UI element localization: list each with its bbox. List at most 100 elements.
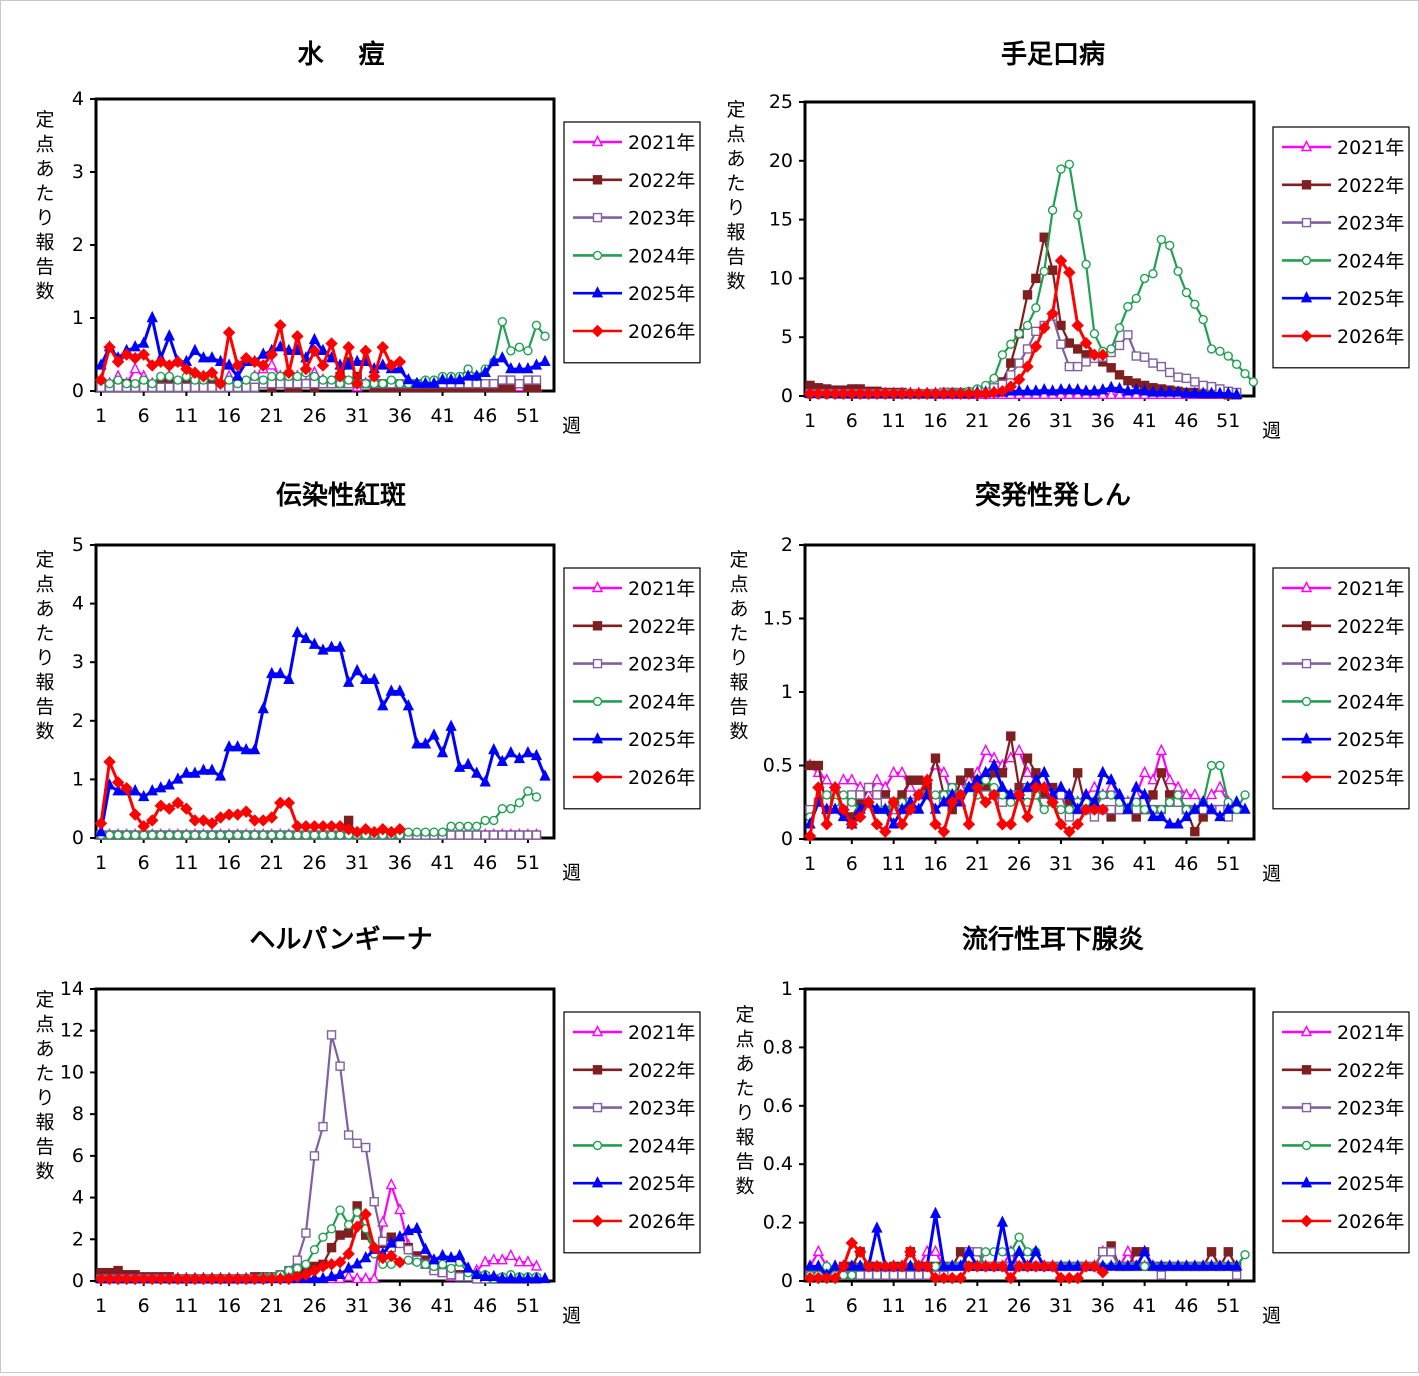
data-point: [266, 358, 278, 370]
legend-marker: [1301, 180, 1312, 190]
data-point: [1014, 1232, 1024, 1242]
data-point: [929, 1244, 942, 1257]
data-point: [497, 830, 508, 840]
data-point: [325, 820, 338, 833]
legend-label: 2025年: [628, 1173, 695, 1195]
data-point: [420, 827, 431, 837]
x-tick-label: 46: [1174, 853, 1198, 875]
data-point: [291, 820, 304, 833]
data-point: [828, 1271, 842, 1285]
data-point: [1198, 314, 1208, 325]
y-axis-label-char: 報: [729, 672, 748, 694]
data-point: [1054, 1271, 1068, 1285]
data-point: [471, 369, 483, 381]
data-point: [1072, 383, 1084, 395]
data-point: [1064, 361, 1075, 372]
x-tick-label: 26: [1007, 853, 1031, 875]
data-point: [411, 376, 423, 388]
y-tick-label: 20: [769, 150, 793, 172]
data-point: [350, 377, 364, 390]
data-point: [1029, 340, 1043, 353]
legend-label: 2021年: [1337, 137, 1404, 159]
legend-label: 2025年: [1337, 767, 1404, 789]
data-point: [377, 1215, 389, 1227]
data-point: [1181, 287, 1192, 298]
data-point: [1029, 1260, 1043, 1273]
data-point: [1180, 787, 1193, 800]
x-tick-label: 21: [260, 1295, 284, 1317]
legend-marker: [592, 212, 603, 223]
data-point: [920, 1260, 934, 1273]
legend-box: [563, 121, 701, 364]
data-point: [929, 818, 942, 831]
data-point: [1206, 760, 1217, 771]
y-axis-label-char: 定: [729, 549, 748, 571]
data-point: [190, 830, 200, 840]
legend-marker: [1300, 1024, 1313, 1037]
data-point: [197, 1272, 210, 1286]
data-point: [1138, 787, 1151, 800]
legend-label: 2024年: [628, 1135, 695, 1157]
data-point: [137, 348, 150, 361]
data-point: [232, 830, 243, 840]
y-tick-label: 10: [769, 267, 793, 289]
data-point: [862, 796, 875, 809]
x-tick-label: 16: [217, 405, 241, 427]
data-point: [462, 1261, 474, 1273]
data-point: [1130, 1259, 1142, 1271]
data-point: [94, 817, 108, 830]
data-point: [1046, 796, 1059, 809]
data-point: [980, 765, 992, 778]
y-tick-label: 15: [769, 209, 793, 231]
data-point: [308, 1271, 321, 1284]
x-tick-label: 11: [174, 405, 198, 427]
y-tick-label: 0.5: [763, 755, 793, 777]
series-5: [95, 625, 551, 837]
data-point: [188, 1272, 202, 1286]
data-point: [308, 637, 321, 649]
data-point: [488, 1269, 500, 1282]
chart-title: 伝染性紅斑: [276, 481, 406, 511]
data-point: [531, 375, 542, 385]
data-point: [1223, 1247, 1233, 1257]
data-point: [343, 1130, 354, 1140]
data-point: [913, 802, 925, 814]
data-point: [301, 1228, 311, 1238]
data-point: [446, 830, 456, 840]
data-point: [837, 387, 850, 400]
data-point: [954, 387, 967, 400]
x-axis-label: 週: [1262, 863, 1281, 885]
y-tick-label: 0.4: [763, 1153, 793, 1175]
data-point: [987, 788, 1001, 802]
data-point: [436, 372, 449, 385]
data-point: [155, 781, 167, 793]
data-point: [531, 830, 542, 840]
data-point: [1021, 384, 1034, 396]
data-point: [962, 387, 976, 400]
data-point: [1239, 802, 1251, 814]
data-point: [1147, 1259, 1159, 1271]
plot-area: [94, 543, 556, 840]
data-point: [360, 672, 372, 684]
data-point: [1173, 372, 1183, 382]
data-point: [138, 789, 150, 802]
data-point: [1106, 1247, 1116, 1257]
y-tick-label: 1: [781, 978, 793, 1000]
data-point: [334, 1267, 346, 1279]
data-point: [258, 830, 268, 840]
y-tick-label: 4: [72, 593, 84, 615]
data-point: [955, 775, 966, 785]
data-point: [180, 766, 193, 778]
data-point: [846, 773, 858, 785]
data-point: [309, 371, 320, 382]
data-point: [929, 1206, 942, 1219]
x-tick-label: 51: [516, 405, 540, 427]
data-point: [1030, 1244, 1042, 1257]
data-point: [1046, 384, 1059, 396]
data-point: [514, 379, 525, 389]
data-point: [1022, 1247, 1033, 1257]
data-point: [189, 766, 201, 778]
data-point: [845, 387, 859, 400]
data-point: [904, 780, 917, 792]
